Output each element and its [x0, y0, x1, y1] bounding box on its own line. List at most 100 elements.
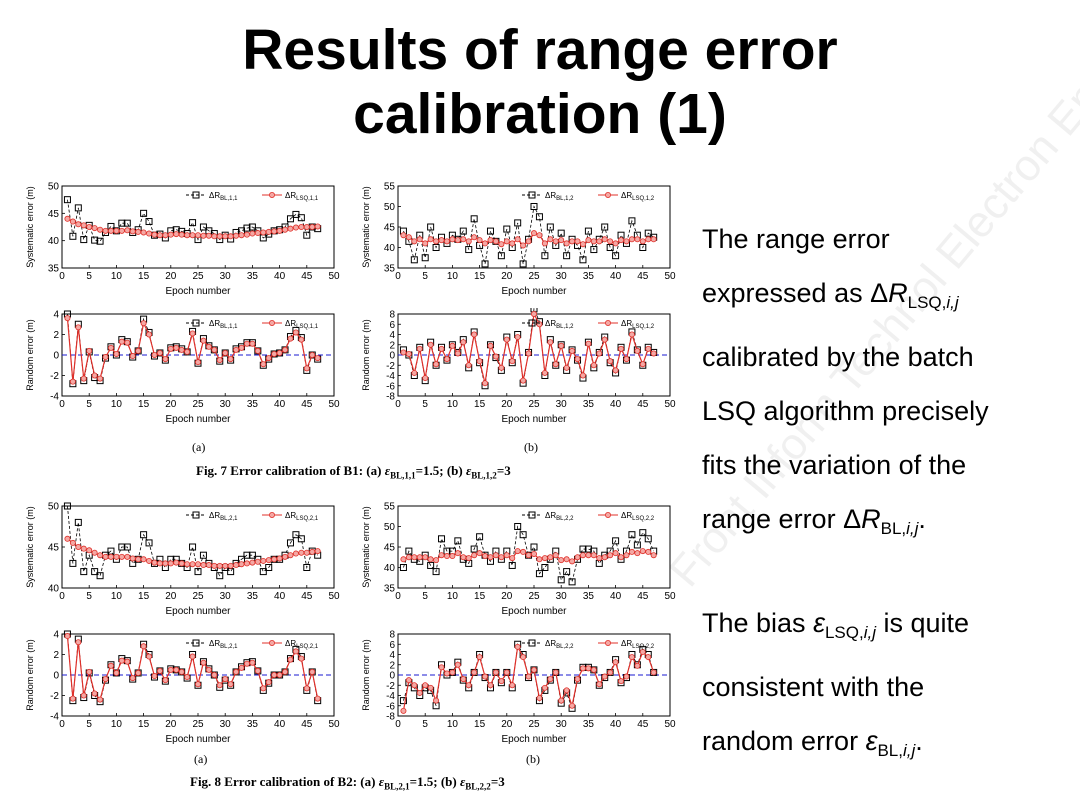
data-point-lsq [520, 242, 527, 249]
data-point-lsq [574, 554, 581, 561]
data-point-lsq [569, 558, 576, 565]
data-point-lsq [601, 336, 608, 343]
data-point-bl [650, 668, 658, 676]
data-point-lsq [476, 237, 483, 244]
legend-label: ΔRBL,2,2 [545, 511, 574, 522]
data-point-lsq [612, 240, 619, 247]
legend-marker [268, 511, 275, 518]
p1-line-6-R: R [861, 504, 881, 534]
x-tick-label: 25 [192, 399, 204, 410]
data-point-lsq [449, 669, 456, 676]
data-point-lsq [309, 352, 316, 359]
x-tick-label: 25 [528, 719, 540, 730]
data-point-lsq [135, 347, 142, 354]
x-tick-label: 25 [192, 719, 204, 730]
data-point-bl [286, 539, 294, 547]
data-point-bl [91, 236, 99, 244]
data-point-lsq [216, 357, 223, 364]
data-point-lsq [427, 341, 434, 348]
data-point-lsq [211, 346, 218, 353]
y-axis-label: Random error (m) [25, 319, 35, 391]
data-point-lsq [118, 553, 125, 560]
data-point-lsq [298, 549, 305, 556]
data-point-bl [584, 545, 592, 553]
data-point-lsq [249, 230, 256, 237]
data-point-lsq [438, 664, 445, 671]
p2-line-1-post: is quite [875, 608, 970, 638]
data-point-lsq [227, 233, 234, 240]
x-tick-label: 5 [86, 399, 92, 410]
data-point-lsq [146, 230, 153, 237]
data-point-bl [140, 209, 148, 217]
data-point-lsq [422, 682, 429, 689]
data-point-lsq [194, 359, 201, 366]
data-point-bl [557, 576, 565, 584]
y-axis-label: Systematic error (m) [361, 186, 371, 268]
data-point-lsq [471, 669, 478, 676]
p1-line-6-end: . [918, 504, 926, 534]
data-point-lsq [509, 682, 516, 689]
data-point-lsq [184, 232, 191, 239]
data-point-lsq [162, 560, 169, 567]
data-point-lsq [151, 559, 158, 566]
data-point-bl [248, 223, 256, 231]
x-tick-label: 25 [528, 399, 540, 410]
data-point-lsq [487, 342, 494, 349]
data-point-lsq [124, 658, 131, 665]
x-tick-label: 0 [395, 719, 401, 730]
data-point-lsq [151, 673, 158, 680]
data-point-lsq [265, 228, 272, 235]
legend-marker [528, 319, 536, 327]
data-point-lsq [129, 228, 136, 235]
data-point-lsq [645, 345, 652, 352]
data-point-lsq [102, 676, 109, 683]
x-tick-label: 25 [528, 591, 540, 602]
data-point-lsq [623, 356, 630, 363]
p2-line-1-epsilon: ε [813, 608, 825, 638]
data-point-bl [459, 227, 467, 235]
data-point-bl [486, 227, 494, 235]
data-point-lsq [107, 553, 114, 560]
data-point-bl [405, 547, 413, 555]
data-point-lsq [503, 552, 510, 559]
legend-marker [604, 511, 611, 518]
data-point-bl [568, 578, 576, 586]
x-tick-label: 0 [59, 719, 65, 730]
fig8-caption-a-value: =1.5; (b) [409, 774, 460, 789]
data-point-lsq [547, 339, 554, 346]
data-point-lsq [243, 660, 250, 667]
data-point-lsq [536, 695, 543, 702]
y-axis-label: Systematic error (m) [361, 506, 371, 588]
y-axis-label: Random error (m) [25, 639, 35, 711]
fig7-caption-b-value: =3 [496, 463, 511, 478]
data-point-lsq [64, 633, 71, 640]
data-point-lsq [405, 234, 412, 241]
data-point-bl [427, 561, 435, 569]
data-point-lsq [265, 679, 272, 686]
data-point-bl [438, 535, 446, 543]
y-tick-label: 50 [384, 202, 396, 213]
y-tick-label: -4 [386, 371, 395, 382]
y-tick-label: 35 [384, 264, 396, 275]
data-point-lsq [260, 557, 267, 564]
y-tick-label: 8 [389, 310, 395, 321]
data-point-lsq [618, 345, 625, 352]
y-tick-label: 2 [389, 340, 395, 351]
data-point-lsq [178, 560, 185, 567]
data-point-lsq [69, 218, 76, 225]
data-point-bl [557, 229, 565, 237]
data-point-lsq [558, 342, 565, 349]
data-point-lsq [249, 659, 256, 666]
x-tick-label: 45 [301, 591, 313, 602]
data-point-lsq [416, 689, 423, 696]
legend-marker [528, 191, 536, 199]
data-point-lsq [541, 240, 548, 247]
data-point-lsq [216, 682, 223, 689]
fig8-label-b: (b) [526, 752, 540, 766]
y-tick-label: 6 [389, 320, 395, 331]
data-point-lsq [298, 655, 305, 662]
data-point-lsq [405, 350, 412, 357]
data-point-lsq [563, 364, 570, 371]
y-tick-label: 45 [48, 209, 60, 220]
